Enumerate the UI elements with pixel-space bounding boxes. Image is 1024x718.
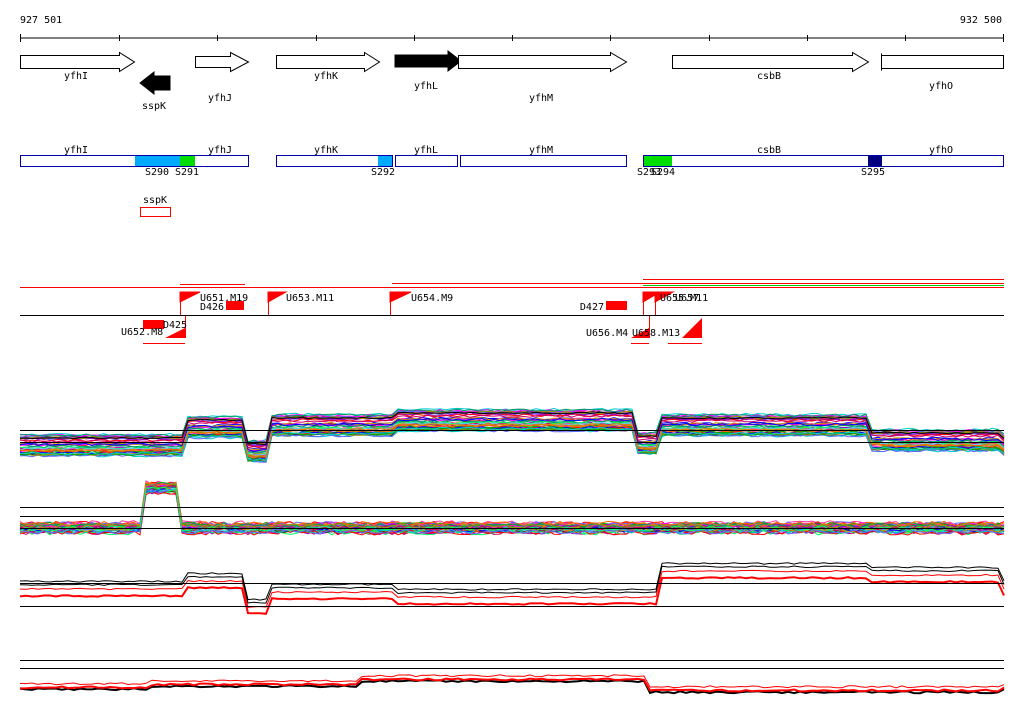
feature-label: U656.M4 (586, 328, 628, 339)
tile-label: yfhK (314, 145, 338, 156)
feature-block-D426[interactable] (226, 301, 244, 310)
feature-flag[interactable] (389, 291, 412, 303)
gene-label: yfhL (414, 81, 438, 92)
expression-profile-line (19, 562, 1005, 601)
gene-yfhI[interactable]: yfhI (20, 51, 136, 83)
feature-block-D427[interactable] (606, 301, 627, 310)
gene-label: sspK (142, 101, 166, 112)
expression-profile-line (19, 414, 1005, 449)
gene-yfhM[interactable]: yfhM (458, 51, 628, 105)
expression-profile-line (19, 565, 1005, 604)
segment-S292[interactable] (378, 156, 392, 166)
feature-label: D427 (580, 302, 604, 313)
expression-profile-line (19, 679, 1005, 695)
segment-label: S295 (861, 167, 885, 178)
expression-profile-line (19, 488, 1005, 535)
feature-label: U651.M19 (200, 293, 248, 304)
feature-label: U654.M9 (411, 293, 453, 304)
ruler-ticks (20, 34, 1004, 42)
tile-box-csbB-yfhO[interactable] (643, 155, 1004, 167)
segment-S293-S294[interactable] (644, 156, 672, 166)
feature-label: D426 (200, 302, 224, 313)
segment-label: S294 (651, 167, 675, 178)
gene-label: csbB (757, 71, 781, 82)
segment-S290[interactable] (135, 156, 180, 166)
gene-label: yfhM (529, 93, 553, 104)
segment-label: S293 (637, 167, 661, 178)
gene-track: yfhI sspK yfhJ yfhK yfhL yfhM csbB yfhO (20, 49, 1004, 112)
gene-sspK[interactable]: sspK (139, 70, 171, 112)
feature-track: U651.M19 D426 U653.M11 U654.M9 D427 U655… (20, 279, 1004, 344)
tile-box-sspK[interactable] (140, 207, 171, 217)
expression-profile-line (19, 674, 1005, 689)
ruler-start-coordinate: 927 501 (20, 15, 62, 26)
feature-flag[interactable] (165, 328, 185, 338)
tile-label: yfhI (64, 145, 88, 156)
feature-flag[interactable] (631, 328, 649, 338)
tile-label: yfhL (414, 145, 438, 156)
segment-S291[interactable] (180, 156, 195, 166)
gene-yfhK[interactable]: yfhK (276, 51, 381, 83)
segment-S295[interactable] (868, 156, 882, 166)
gene-yfhJ[interactable]: yfhJ (195, 51, 250, 105)
feature-label: U657 (675, 293, 699, 304)
gene-label: yfhO (929, 81, 953, 92)
feature-block-U652[interactable] (143, 320, 164, 329)
expression-profile-line (19, 417, 1005, 452)
gene-csbB[interactable]: csbB (672, 51, 870, 83)
expression-profile-line (19, 426, 1005, 462)
segment-label: S290 (145, 167, 169, 178)
tile-label: csbB (757, 145, 781, 156)
expression-profile-line (19, 423, 1005, 457)
coordinate-ruler: 927 501 932 500 (20, 15, 1004, 42)
tile-label: sspK (143, 195, 167, 206)
tile-track: yfhI yfhJ yfhK yfhL yfhM csbB yfhO S290 … (20, 145, 1004, 217)
feature-label: U658.M13 (632, 328, 680, 339)
ruler-end-coordinate: 932 500 (960, 15, 1002, 26)
expression-profile-line (19, 569, 1005, 608)
feature-flag[interactable] (179, 291, 201, 303)
gene-label: yfhI (64, 71, 88, 82)
expression-profile-line (19, 411, 1005, 446)
expression-profile-line (19, 576, 1005, 615)
feature-flag[interactable] (682, 318, 702, 338)
gene-label: yfhJ (208, 93, 232, 104)
segment-label: S292 (371, 167, 395, 178)
gene-yfhL[interactable]: yfhL (394, 49, 462, 92)
expression-profile-line (19, 408, 1005, 443)
segment-label: S291 (175, 167, 199, 178)
expression-tracks (19, 407, 1005, 695)
tile-box-yfhI-yfhJ[interactable] (20, 155, 249, 167)
expression-profile-line (19, 483, 1005, 529)
tile-box-yfhM[interactable] (460, 155, 627, 167)
expression-profile-line (19, 424, 1005, 459)
tile-box-yfhL[interactable] (395, 155, 458, 167)
tile-label: yfhJ (208, 145, 232, 156)
feature-label: U653.M11 (286, 293, 334, 304)
feature-flag[interactable] (267, 291, 288, 303)
feature-label: U652.M8 (121, 327, 163, 338)
feature-label: U655.M11 (660, 293, 708, 304)
tile-label: yfhM (529, 145, 553, 156)
gene-yfhO[interactable]: yfhO (881, 53, 1004, 93)
expression-profile-line (20, 677, 1005, 693)
gene-label: yfhK (314, 71, 338, 82)
tile-label: yfhO (929, 145, 953, 156)
tile-box-yfhK[interactable] (276, 155, 393, 167)
feature-label: D425 (163, 320, 187, 331)
